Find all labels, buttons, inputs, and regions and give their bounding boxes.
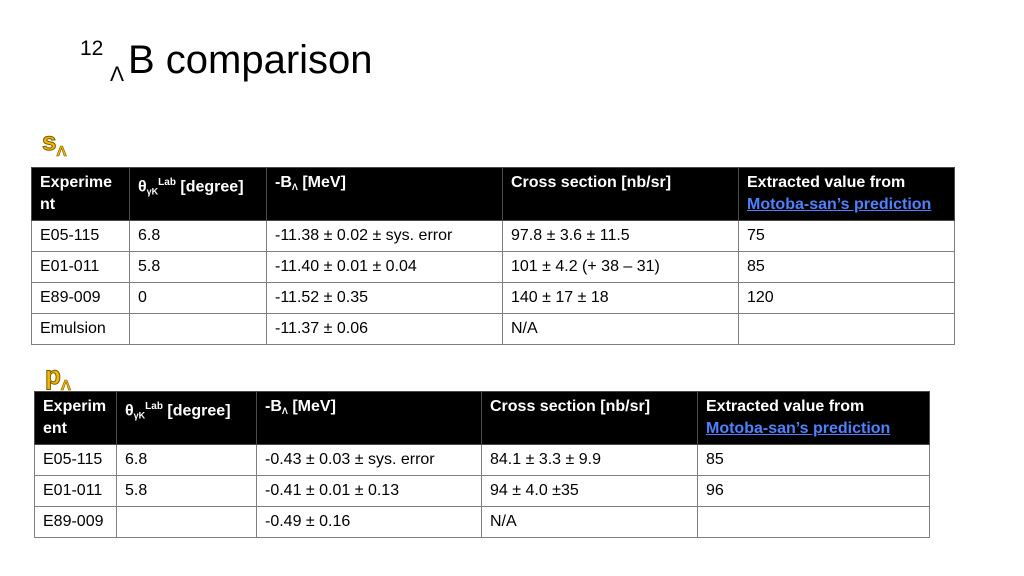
s-lambda-table: Experime nt θγKLab [degree] -BΛ [MeV] Cr… [31, 167, 955, 345]
cell-binding-energy: -11.38 ± 0.02 ± sys. error [266, 220, 503, 252]
table-row: E01-011 5.8 -11.40 ± 0.01 ± 0.04 101 ± 4… [31, 251, 955, 283]
cell-binding-energy: -0.41 ± 0.01 ± 0.13 [256, 475, 482, 507]
header-extracted-value: Extracted value from Motoba-san’s predict… [697, 391, 930, 445]
cell-extracted-value [697, 506, 930, 538]
title-text: B comparison [128, 38, 373, 82]
cell-binding-energy: -0.43 ± 0.03 ± sys. error [256, 444, 482, 476]
theta-subscript: γK [146, 186, 159, 197]
motoba-prediction-link[interactable]: Motoba-san’s prediction [747, 196, 932, 213]
cell-experiment: E05-115 [31, 220, 130, 252]
binding-unit: [MeV] [287, 398, 336, 415]
cell-experiment: E89-009 [34, 506, 117, 538]
cell-extracted-value: 75 [738, 220, 955, 252]
cell-extracted-value: 85 [738, 251, 955, 283]
header-theta: θγKLab [degree] [129, 167, 267, 221]
theta-unit: [degree] [162, 402, 231, 420]
header-binding-energy: -BΛ [MeV] [266, 167, 503, 221]
cell-cross-section: N/A [481, 506, 698, 538]
cell-experiment: E01-011 [31, 251, 130, 283]
binding-prefix: -B [275, 174, 292, 191]
s-letter: s [41, 126, 57, 157]
cell-binding-energy: -11.52 ± 0.35 [266, 282, 503, 314]
extracted-label: Extracted value from [747, 174, 906, 191]
p-lambda-subscript: Λ [60, 377, 72, 395]
header-extracted-value: Extracted value from Motoba-san’s predict… [738, 167, 955, 221]
binding-subscript: Λ [291, 182, 298, 192]
theta-superscript: Lab [158, 177, 176, 188]
table-row: E89-009 -0.49 ± 0.16 N/A [34, 506, 930, 538]
theta-symbol: θ [125, 402, 134, 420]
header-theta: θγKLab [degree] [116, 391, 257, 445]
slide-title: 12 Λ B comparison [80, 34, 373, 86]
theta-symbol: θ [138, 178, 147, 196]
cell-extracted-value: 96 [697, 475, 930, 507]
binding-subscript: Λ [281, 406, 288, 416]
table-row: E01-011 5.8 -0.41 ± 0.01 ± 0.13 94 ± 4.0… [34, 475, 930, 507]
cell-cross-section: 101 ± 4.2 (+ 38 – 31) [502, 251, 739, 283]
cell-theta [116, 506, 257, 538]
cell-theta: 6.8 [129, 220, 267, 252]
header-experiment: Experime nt [31, 167, 130, 221]
s-lambda-subscript: Λ [56, 143, 67, 161]
header-cross-section: Cross section [nb/sr] [502, 167, 739, 221]
motoba-prediction-link[interactable]: Motoba-san’s prediction [706, 420, 891, 437]
cell-experiment: Emulsion [31, 313, 130, 345]
title-mass-number: 12 [80, 37, 104, 60]
cell-cross-section: 94 ± 4.0 ±35 [481, 475, 698, 507]
cell-binding-energy: -11.37 ± 0.06 [266, 313, 503, 345]
cell-extracted-value [738, 313, 955, 345]
header-cross-section: Cross section [nb/sr] [481, 391, 698, 445]
cell-extracted-value: 120 [738, 282, 955, 314]
binding-prefix: -B [265, 398, 282, 415]
cell-extracted-value: 85 [697, 444, 930, 476]
cell-experiment: E89-009 [31, 282, 130, 314]
p-letter: p [45, 360, 62, 391]
cell-theta: 6.8 [116, 444, 257, 476]
p-lambda-table: Experim ent θγKLab [degree] -BΛ [MeV] Cr… [34, 391, 930, 538]
table-row: E05-115 6.8 -0.43 ± 0.03 ± sys. error 84… [34, 444, 930, 476]
cell-theta: 0 [129, 282, 267, 314]
cell-theta: 5.8 [129, 251, 267, 283]
cell-cross-section: 140 ± 17 ± 18 [502, 282, 739, 314]
table-header-row: Experime nt θγKLab [degree] -BΛ [MeV] Cr… [31, 167, 955, 221]
table-row: Emulsion -11.37 ± 0.06 N/A [31, 313, 955, 345]
cell-experiment: E05-115 [34, 444, 117, 476]
extracted-label: Extracted value from [706, 398, 865, 415]
cell-cross-section: 97.8 ± 3.6 ± 11.5 [502, 220, 739, 252]
table-row: E05-115 6.8 -11.38 ± 0.02 ± sys. error 9… [31, 220, 955, 252]
cell-binding-energy: -0.49 ± 0.16 [256, 506, 482, 538]
cell-theta: 5.8 [116, 475, 257, 507]
header-binding-energy: -BΛ [MeV] [256, 391, 482, 445]
title-lambda-subscript: Λ [110, 63, 125, 86]
cell-cross-section: 84.1 ± 3.3 ± 9.9 [481, 444, 698, 476]
p-lambda-label: pΛ [45, 360, 72, 401]
table-header-row: Experim ent θγKLab [degree] -BΛ [MeV] Cr… [34, 391, 930, 445]
cell-experiment: E01-011 [34, 475, 117, 507]
hypernucleus-scripts: 12 Λ [80, 34, 124, 85]
s-lambda-label: sΛ [41, 126, 67, 167]
cell-cross-section: N/A [502, 313, 739, 345]
table-row: E89-009 0 -11.52 ± 0.35 140 ± 17 ± 18 12… [31, 282, 955, 314]
cell-theta [129, 313, 267, 345]
binding-unit: [MeV] [297, 174, 346, 191]
theta-superscript: Lab [145, 401, 163, 412]
cell-binding-energy: -11.40 ± 0.01 ± 0.04 [266, 251, 503, 283]
theta-unit: [degree] [175, 178, 244, 196]
theta-subscript: γK [133, 410, 146, 421]
header-experiment: Experim ent [34, 391, 117, 445]
